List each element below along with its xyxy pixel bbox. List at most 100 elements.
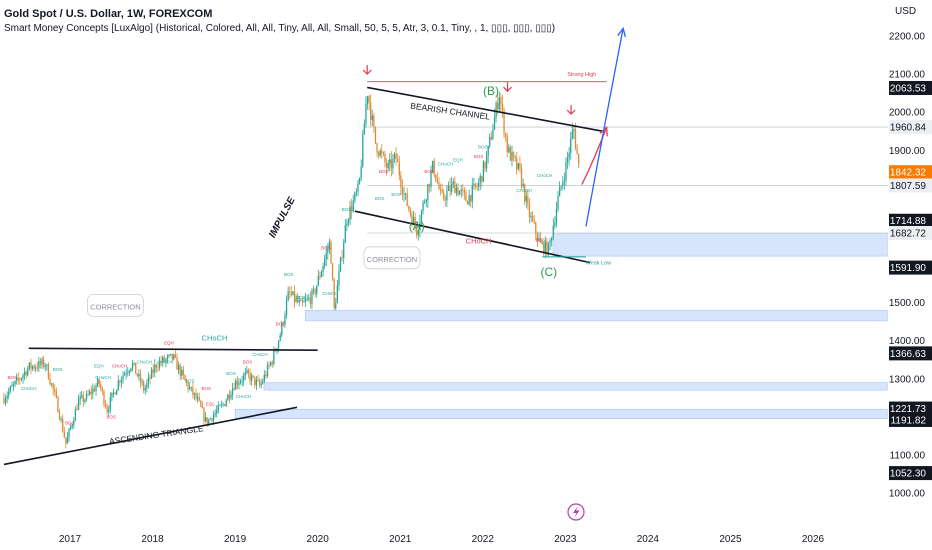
candle-body: [266, 365, 269, 377]
smc-marker-choch-17: CHoCH: [236, 394, 252, 399]
candle-body: [447, 185, 450, 191]
smc-marker-eql-13: EQL: [206, 401, 216, 406]
smc-marker-choch-34: CHoCH: [537, 173, 553, 178]
ascending-triangle-resistance-line[interactable]: [28, 347, 318, 351]
candle-body: [355, 191, 358, 193]
swing-high-arrow-2: [566, 105, 576, 115]
candle-body: [427, 184, 429, 201]
smc-marker-bos-21: BOS: [321, 245, 331, 250]
candle-body: [344, 225, 346, 244]
time-axis-label-2018: 2018: [141, 534, 164, 545]
candle-body: [360, 166, 362, 179]
candle-body: [558, 187, 561, 197]
red-projection-arrow-head: [599, 126, 608, 137]
candle-body: [90, 391, 92, 394]
smc-marker-bos-33: BOS: [536, 238, 546, 243]
candle-body: [471, 185, 473, 202]
bearish-channel-upper-line[interactable]: [367, 86, 603, 132]
candle-body: [231, 388, 234, 396]
candle-body: [219, 405, 221, 407]
candle-body: [417, 230, 419, 236]
label-impulse-1: IMPULSE: [267, 195, 298, 240]
candle-body: [17, 377, 19, 380]
candle-body: [38, 360, 40, 369]
candle-body: [428, 184, 431, 187]
candle-body: [303, 301, 305, 303]
candle-body: [519, 163, 521, 168]
candle-body: [333, 279, 335, 309]
candle-body: [568, 152, 570, 158]
candle-body: [358, 178, 361, 184]
price-tag-1: 1960.84: [890, 123, 927, 134]
candle-body: [479, 175, 481, 184]
swing-high-arrow-1: [503, 82, 512, 93]
candle-body: [33, 366, 35, 369]
candle-body: [200, 400, 202, 407]
blue-projection-arrow-head: [617, 26, 627, 38]
indicator-legend[interactable]: Smart Money Concepts [LuxAlgo] (Historic…: [4, 23, 556, 34]
candle-body: [73, 421, 75, 425]
smc-marker-bos-27: BOS: [424, 169, 434, 174]
smc-marker-bos-3: BOS: [65, 420, 75, 425]
candle-body: [412, 217, 415, 225]
smc-marker-bos-15: BOS: [243, 360, 253, 365]
candle-body: [533, 220, 535, 223]
candle-body: [570, 138, 572, 153]
smc-marker-eqh-29: EQH: [453, 158, 463, 163]
candle-body: [520, 167, 523, 187]
candle-body: [522, 184, 524, 187]
candle-body: [306, 298, 308, 300]
correction-box-4: [363, 246, 421, 270]
candle-body: [104, 403, 107, 408]
candle-body: [282, 322, 285, 324]
price-tick-label: 1100.00: [890, 450, 926, 461]
smc-marker-bos-23: BOS: [342, 207, 352, 212]
label-bearish-channel-0: BEARISH CHANNEL: [410, 101, 491, 122]
smc-marker-choch-16: CHoCH: [252, 352, 268, 357]
candle-body: [206, 417, 208, 425]
candle-body: [62, 419, 64, 432]
candle-body: [244, 372, 246, 376]
candle-body: [343, 243, 345, 258]
price-tag-10: 1052.30: [890, 469, 927, 480]
candle-body: [452, 181, 454, 184]
label-choch-5: CHoCH: [202, 334, 228, 343]
candle-body: [508, 147, 510, 153]
candle-body: [474, 183, 477, 187]
zone-0: [552, 233, 888, 257]
candle-body: [338, 270, 340, 286]
candle-body: [371, 115, 373, 120]
candle-body: [92, 388, 94, 394]
candle-body: [301, 300, 304, 303]
candle-body: [149, 377, 151, 379]
candle-body: [331, 263, 334, 280]
price-tag-box-3: [889, 178, 932, 193]
candle-body: [209, 418, 211, 420]
candle-body: [544, 240, 546, 254]
candle-body: [76, 409, 78, 410]
candle-body: [441, 189, 443, 193]
candle-body: [141, 382, 143, 383]
price-tag-box-10: [889, 466, 932, 481]
red-projection-arrow[interactable]: [581, 127, 608, 185]
price-tag-box-1: [889, 120, 932, 135]
candle-body: [311, 290, 313, 304]
ascending-triangle-support-line[interactable]: [3, 406, 298, 466]
candle-body: [258, 380, 261, 386]
candle-body: [517, 163, 519, 170]
candle-body: [68, 428, 70, 437]
smc-marker-choch-32: CHoCH: [516, 188, 532, 193]
blue-projection-arrow[interactable]: [585, 28, 624, 227]
candle-body: [509, 147, 512, 161]
candle-body: [225, 400, 227, 406]
candle-body: [528, 203, 531, 218]
label-correction-3: CORRECTION: [90, 302, 140, 311]
candle-body: [281, 322, 283, 336]
bearish-channel-lower-line[interactable]: [354, 210, 591, 264]
candle-body: [538, 238, 540, 241]
candle-body: [385, 162, 388, 169]
candle-body: [25, 371, 27, 376]
candle-body: [308, 297, 310, 299]
